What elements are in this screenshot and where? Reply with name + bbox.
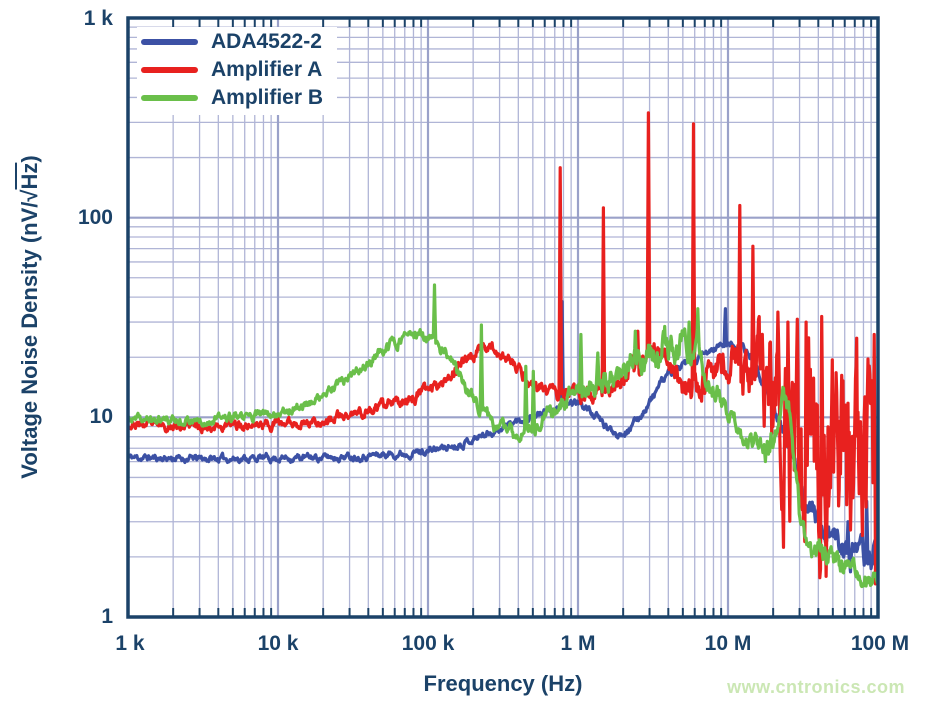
legend-label: ADA4522-2 [211, 30, 322, 53]
x-tick-label-10m: 10 M [704, 632, 752, 655]
legend-item-ada4522-2: ADA4522-2 [141, 28, 323, 56]
y-axis-title: Voltage Noise Density (nV/√Hz) [17, 155, 43, 478]
curves [127, 111, 879, 589]
legend-swatch-blue [141, 39, 198, 45]
y-tick-label-1: 1 [101, 605, 113, 628]
y-tick-label-100: 100 [77, 206, 113, 229]
legend-item-amplifier-a: Amplifier A [141, 56, 323, 84]
curve-amplifier-b [127, 283, 879, 589]
axis-ticks [172, 19, 873, 616]
y-tick-label-1k: 1 k [83, 7, 113, 30]
x-axis-title: Frequency (Hz) [423, 671, 583, 696]
y-tick-label-10: 10 [89, 405, 113, 428]
legend-swatch-red [141, 67, 198, 73]
legend-item-amplifier-b: Amplifier B [141, 84, 323, 112]
x-tick-label-100m: 100 M [850, 632, 910, 655]
legend-label: Amplifier B [211, 86, 324, 109]
sqrt-radical: √ [17, 189, 42, 202]
x-tick-label-1m: 1 M [560, 632, 596, 655]
watermark: www.cntronics.com [727, 677, 905, 697]
plot-frame [126, 16, 880, 619]
legend: ADA4522-2 Amplifier A Amplifier B [137, 27, 338, 115]
sqrt-radicand: Hz [17, 162, 42, 190]
x-tick-label-1k: 1 k [115, 632, 145, 655]
legend-label: Amplifier A [211, 58, 323, 81]
y-title-prefix: Voltage Noise Density (nV/ [17, 201, 42, 479]
x-tick-label-100k: 100 k [401, 632, 455, 655]
curve-amplifier-a [127, 111, 879, 586]
y-title-suffix: ) [17, 155, 42, 163]
legend-swatch-green [141, 95, 198, 101]
x-tick-label-10k: 10 k [257, 632, 299, 655]
